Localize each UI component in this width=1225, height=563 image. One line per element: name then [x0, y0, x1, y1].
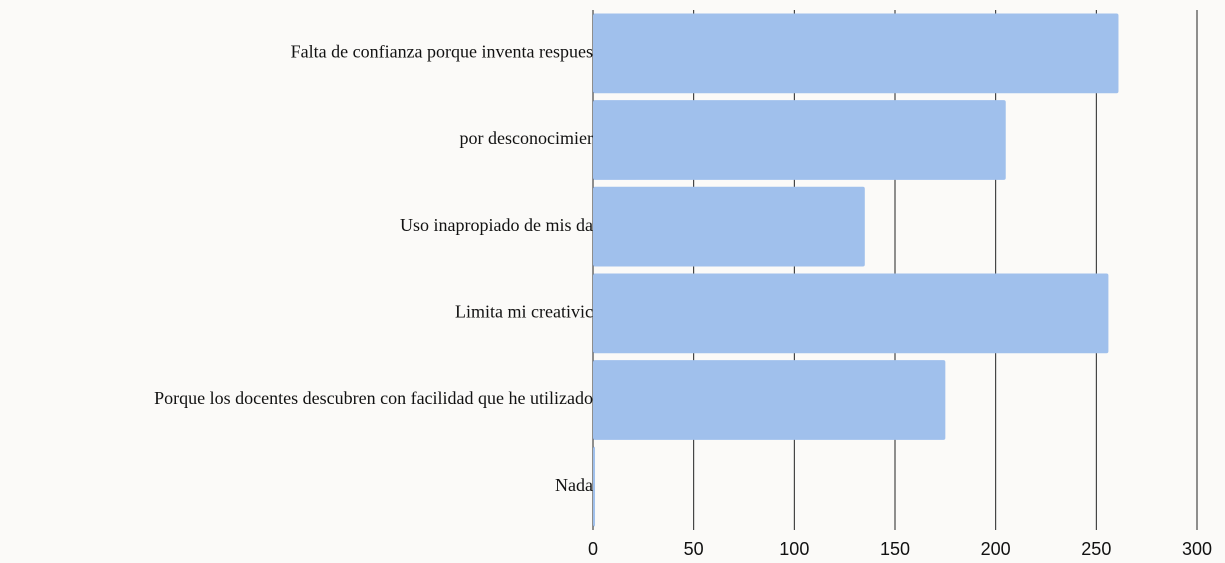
y-tick-label: por desconocimier: [460, 128, 593, 148]
bar: [593, 100, 1006, 180]
x-tick-label: 50: [684, 539, 704, 559]
x-tick-label: 250: [1081, 539, 1111, 559]
bar: [593, 446, 596, 527]
y-tick-label: Falta de confianza porque inventa respue…: [291, 41, 593, 61]
x-tick-label: 300: [1182, 539, 1212, 559]
y-tick-label: Uso inapropiado de mis da: [400, 215, 593, 235]
x-tick-label: 150: [880, 539, 910, 559]
bar: [593, 273, 1109, 354]
y-tick-label: Limita mi creativic: [455, 301, 593, 321]
y-tick-label: Nada: [555, 475, 593, 495]
bar: [593, 13, 1119, 94]
y-tick-label: Porque los docentes descubren con facili…: [154, 388, 593, 408]
x-tick-label: 100: [779, 539, 809, 559]
x-tick-label: 200: [981, 539, 1011, 559]
bar: [593, 360, 946, 440]
bar: [593, 186, 865, 267]
x-tick-label: 0: [588, 539, 598, 559]
